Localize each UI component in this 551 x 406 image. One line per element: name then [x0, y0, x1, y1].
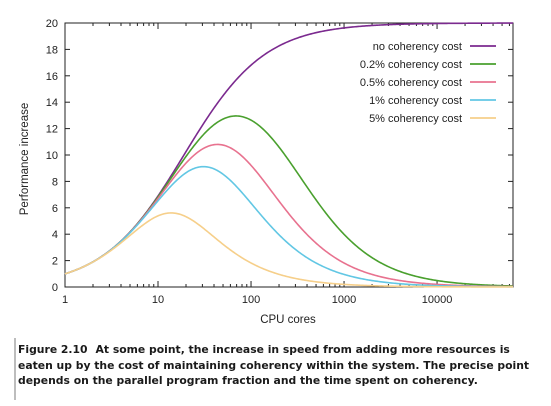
figure-number: Figure 2.10 [18, 343, 88, 356]
x-tick-label: 10000 [422, 294, 453, 306]
coherency-performance-chart: 0 2 4 6 8 10 12 14 16 18 20 1 10 100 1000 10000 no cohe… [0, 0, 551, 340]
legend-entry: 5% coherency cost [369, 113, 462, 125]
series-line [65, 213, 513, 287]
series-line [65, 116, 513, 286]
chart-legend: no coherency cost 0.2% coherency cost 0.5%… [360, 41, 496, 125]
y-axis-label: Performance increase [19, 103, 31, 216]
y-tick-label: 16 [46, 71, 58, 83]
y-tick-label: 18 [46, 44, 58, 56]
x-tick-label: 100 [242, 294, 260, 306]
series-line [65, 144, 513, 286]
legend-entry: 1% coherency cost [369, 95, 462, 107]
y-tick-label: 10 [46, 150, 58, 162]
y-tick-label: 4 [52, 229, 58, 241]
legend-entry: 0.2% coherency cost [360, 59, 462, 71]
x-tick-label: 1000 [332, 294, 356, 306]
y-tick-label: 6 [52, 203, 58, 215]
x-axis-label: CPU cores [260, 314, 316, 326]
legend-entry: no coherency cost [373, 41, 462, 53]
y-tick-label: 12 [46, 124, 58, 136]
y-tick-label: 0 [52, 282, 58, 294]
y-tick-label: 2 [52, 256, 58, 268]
series-line [65, 167, 513, 287]
figure-caption-text: At some point, the increase in speed fro… [18, 343, 529, 387]
y-tick-label: 20 [46, 18, 58, 30]
x-tick-label: 1 [62, 294, 68, 306]
y-tick-label: 8 [52, 176, 58, 188]
x-tick-label: 10 [152, 294, 164, 306]
y-tick-label: 14 [46, 97, 58, 109]
figure-caption: Figure 2.10 At some point, the increase i… [18, 342, 538, 389]
caption-rule [14, 338, 16, 400]
legend-entry: 0.5% coherency cost [360, 77, 462, 89]
